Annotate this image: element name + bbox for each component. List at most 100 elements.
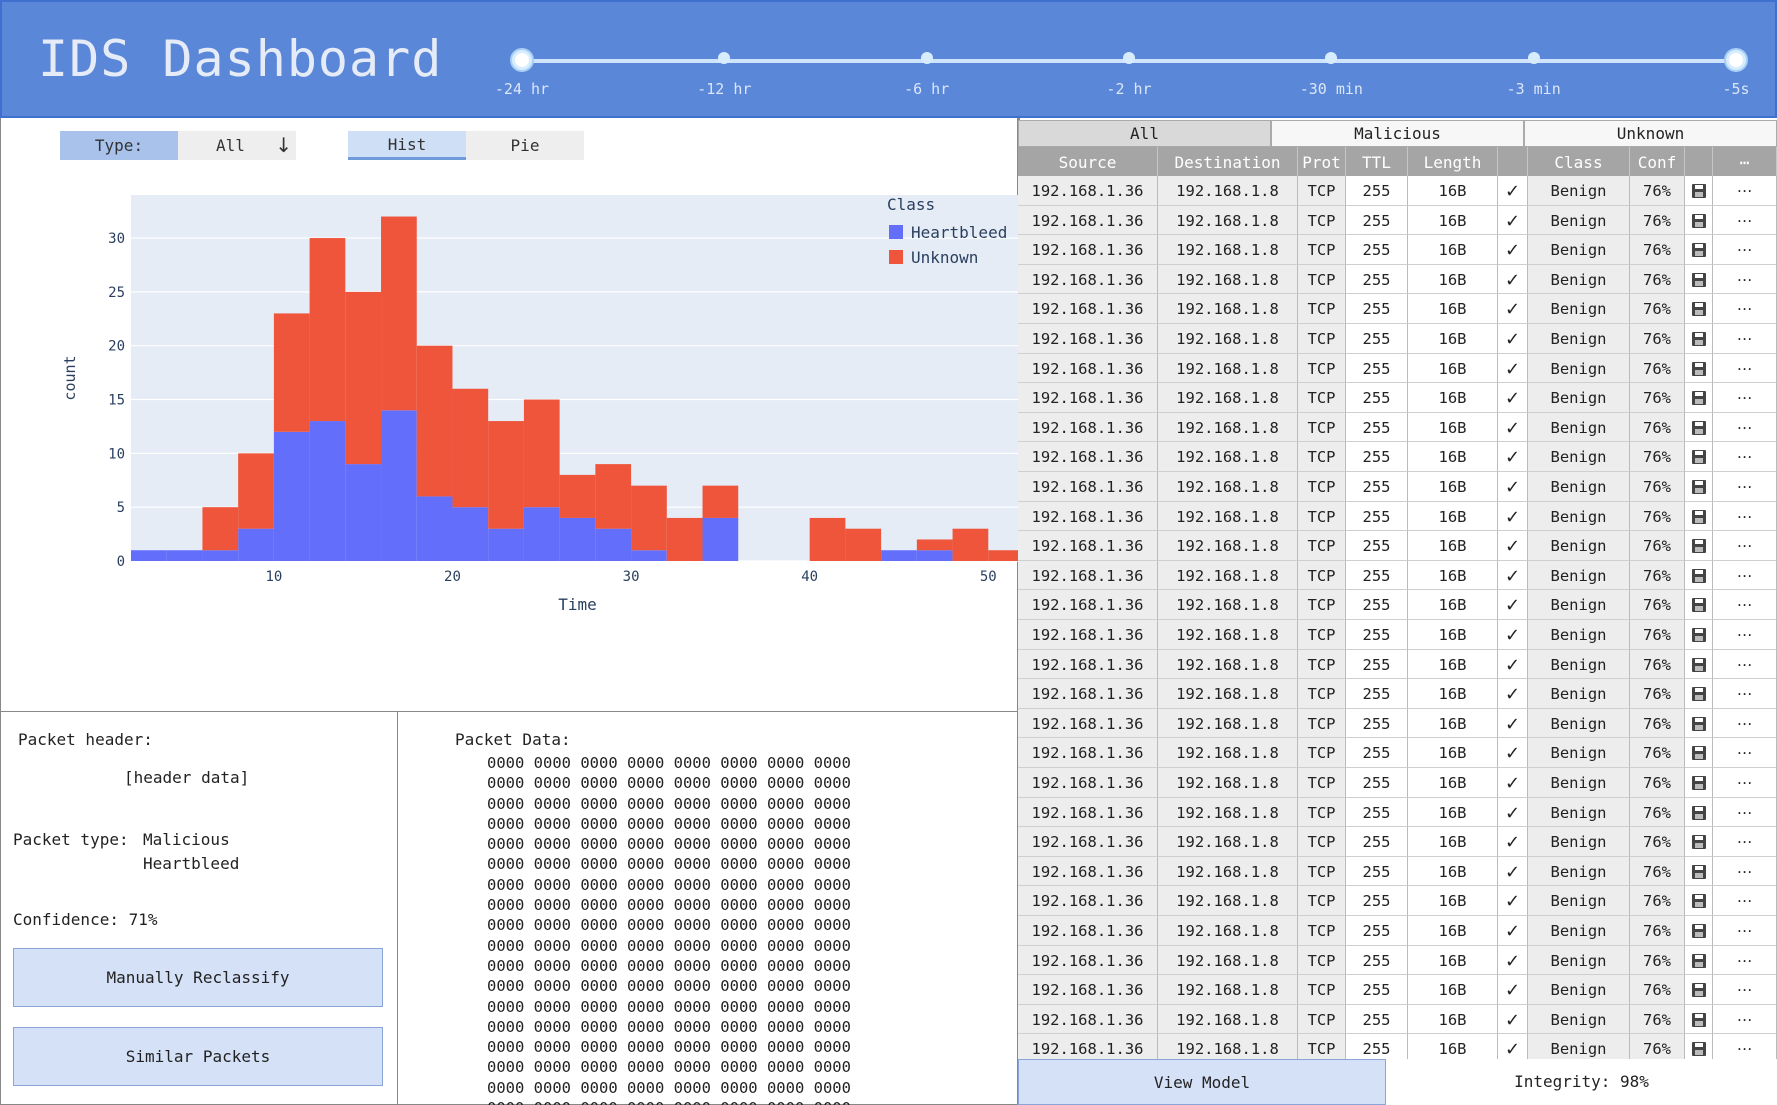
- save-icon[interactable]: [1691, 864, 1706, 879]
- column-header-length[interactable]: Length: [1408, 147, 1498, 176]
- save-icon[interactable]: [1691, 746, 1706, 761]
- cell-save[interactable]: [1685, 916, 1713, 946]
- more-options-icon[interactable]: ⋯: [1713, 412, 1777, 443]
- more-options-icon[interactable]: ⋯: [1713, 472, 1777, 502]
- more-options-icon[interactable]: ⋯: [1713, 324, 1777, 354]
- checkmark-icon[interactable]: ✓: [1498, 205, 1528, 236]
- cell-save[interactable]: [1685, 324, 1713, 354]
- filter-tab-all[interactable]: All: [1018, 120, 1271, 147]
- save-icon[interactable]: [1691, 361, 1706, 376]
- timeline-handle[interactable]: [1726, 50, 1746, 70]
- column-header-save[interactable]: [1685, 147, 1713, 176]
- cell-save[interactable]: [1685, 235, 1713, 265]
- save-icon[interactable]: [1691, 687, 1706, 702]
- more-options-icon[interactable]: ⋯: [1713, 827, 1777, 857]
- more-options-icon[interactable]: ⋯: [1713, 945, 1777, 976]
- checkmark-icon[interactable]: ✓: [1498, 945, 1528, 976]
- more-options-icon[interactable]: ⋯: [1713, 383, 1777, 413]
- more-options-icon[interactable]: ⋯: [1713, 768, 1777, 798]
- column-header-destination[interactable]: Destination: [1158, 147, 1298, 176]
- checkmark-icon[interactable]: ✓: [1498, 1004, 1528, 1035]
- cell-save[interactable]: [1685, 945, 1713, 976]
- more-options-icon[interactable]: ⋯: [1713, 176, 1777, 206]
- checkmark-icon[interactable]: ✓: [1498, 590, 1528, 620]
- column-header-class[interactable]: Class: [1528, 147, 1630, 176]
- checkmark-icon[interactable]: ✓: [1498, 916, 1528, 946]
- cell-save[interactable]: [1685, 590, 1713, 620]
- save-icon[interactable]: [1691, 983, 1706, 998]
- checkmark-icon[interactable]: ✓: [1498, 472, 1528, 502]
- save-icon[interactable]: [1691, 539, 1706, 554]
- checkmark-icon[interactable]: ✓: [1498, 294, 1528, 324]
- more-options-icon[interactable]: ⋯: [1713, 560, 1777, 591]
- save-icon[interactable]: [1691, 509, 1706, 524]
- cell-save[interactable]: [1685, 501, 1713, 532]
- view-model-button[interactable]: View Model: [1018, 1059, 1386, 1105]
- more-options-icon[interactable]: ⋯: [1713, 975, 1777, 1005]
- more-options-icon[interactable]: ⋯: [1713, 353, 1777, 384]
- cell-save[interactable]: [1685, 560, 1713, 591]
- save-icon[interactable]: [1691, 776, 1706, 790]
- save-icon[interactable]: [1691, 1012, 1706, 1027]
- cell-save[interactable]: [1685, 886, 1713, 916]
- cell-save[interactable]: [1685, 472, 1713, 502]
- checkmark-icon[interactable]: ✓: [1498, 975, 1528, 1005]
- more-options-icon[interactable]: ⋯: [1713, 797, 1777, 828]
- column-header-more[interactable]: ⋯: [1713, 147, 1777, 176]
- checkmark-icon[interactable]: ✓: [1498, 768, 1528, 798]
- save-icon[interactable]: [1691, 716, 1706, 731]
- more-options-icon[interactable]: ⋯: [1713, 590, 1777, 620]
- cell-save[interactable]: [1685, 679, 1713, 709]
- cell-save[interactable]: [1685, 383, 1713, 413]
- checkmark-icon[interactable]: ✓: [1498, 856, 1528, 887]
- column-header-source[interactable]: Source: [1018, 147, 1158, 176]
- save-icon[interactable]: [1691, 184, 1706, 198]
- filter-tab-unknown[interactable]: Unknown: [1524, 120, 1777, 147]
- cell-save[interactable]: [1685, 975, 1713, 1005]
- checkmark-icon[interactable]: ✓: [1498, 442, 1528, 472]
- more-options-icon[interactable]: ⋯: [1713, 294, 1777, 324]
- save-icon[interactable]: [1691, 657, 1706, 672]
- filter-tab-malicious[interactable]: Malicious: [1271, 120, 1524, 147]
- save-icon[interactable]: [1691, 1042, 1706, 1057]
- more-options-icon[interactable]: ⋯: [1713, 442, 1777, 472]
- column-header-check[interactable]: [1498, 147, 1528, 176]
- checkmark-icon[interactable]: ✓: [1498, 679, 1528, 709]
- cell-save[interactable]: [1685, 531, 1713, 561]
- save-icon[interactable]: [1691, 628, 1706, 642]
- cell-save[interactable]: [1685, 1004, 1713, 1035]
- checkmark-icon[interactable]: ✓: [1498, 560, 1528, 591]
- cell-save[interactable]: [1685, 620, 1713, 650]
- cell-save[interactable]: [1685, 294, 1713, 324]
- more-options-icon[interactable]: ⋯: [1713, 856, 1777, 887]
- column-header-ttl[interactable]: TTL: [1346, 147, 1408, 176]
- save-icon[interactable]: [1691, 480, 1706, 494]
- save-icon[interactable]: [1691, 332, 1706, 346]
- save-icon[interactable]: [1691, 953, 1706, 968]
- more-options-icon[interactable]: ⋯: [1713, 738, 1777, 768]
- more-options-icon[interactable]: ⋯: [1713, 501, 1777, 532]
- cell-save[interactable]: [1685, 856, 1713, 887]
- checkmark-icon[interactable]: ✓: [1498, 708, 1528, 739]
- save-icon[interactable]: [1691, 598, 1706, 613]
- more-options-icon[interactable]: ⋯: [1713, 205, 1777, 236]
- checkmark-icon[interactable]: ✓: [1498, 353, 1528, 384]
- more-options-icon[interactable]: ⋯: [1713, 1004, 1777, 1035]
- checkmark-icon[interactable]: ✓: [1498, 531, 1528, 561]
- cell-save[interactable]: [1685, 412, 1713, 443]
- manually-reclassify-button[interactable]: Manually Reclassify: [13, 948, 383, 1007]
